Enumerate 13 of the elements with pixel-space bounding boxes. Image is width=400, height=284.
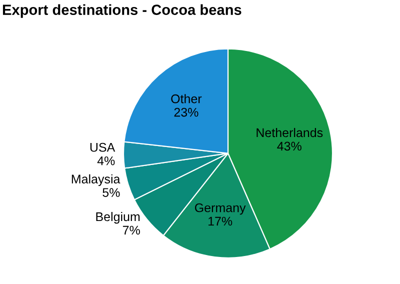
- data-label: 7%: [122, 226, 140, 235]
- slice-label: Belgium: [96, 212, 140, 224]
- data-label: 43%: [277, 142, 302, 151]
- data-label: 5%: [102, 188, 120, 197]
- data-label: 4%: [97, 156, 115, 166]
- data-label: 23%: [174, 108, 198, 117]
- slice-label: USA: [90, 142, 116, 152]
- slice-label: Malaysia: [72, 174, 120, 186]
- slice-label: Germany: [194, 203, 246, 215]
- slice-label: Netherlands: [256, 128, 323, 138]
- data-label: 17%: [208, 216, 232, 226]
- chart-title: Export destinations - Cocoa beans: [2, 4, 242, 18]
- slice-label: Other: [171, 94, 202, 104]
